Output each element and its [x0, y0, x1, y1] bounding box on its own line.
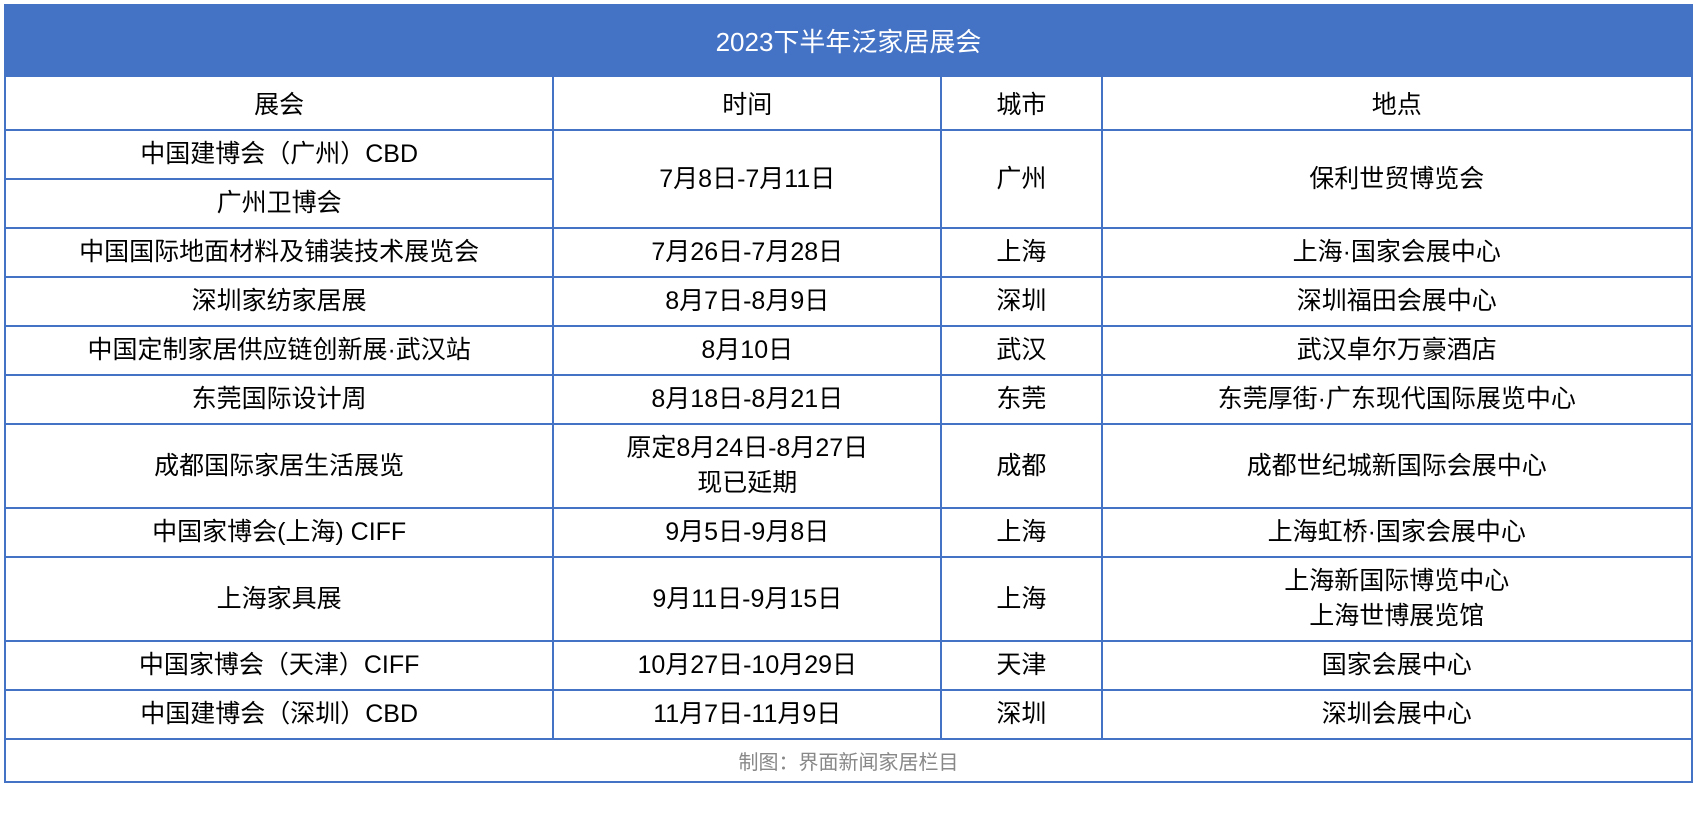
column-header-time: 时间 — [553, 76, 941, 130]
cell-city: 上海 — [941, 557, 1101, 641]
cell-city: 东莞 — [941, 375, 1101, 424]
cell-time: 10月27日-10月29日 — [553, 641, 941, 690]
cell-time: 7月8日-7月11日 — [553, 130, 941, 228]
cell-city: 上海 — [941, 228, 1101, 277]
cell-city: 上海 — [941, 508, 1101, 557]
cell-time: 原定8月24日-8月27日 现已延期 — [553, 424, 941, 508]
cell-exhibition: 中国家博会（天津）CIFF — [5, 641, 553, 690]
cell-location: 深圳会展中心 — [1102, 690, 1692, 739]
cell-time: 7月26日-7月28日 — [553, 228, 941, 277]
cell-exhibition: 中国定制家居供应链创新展·武汉站 — [5, 326, 553, 375]
table-header-row: 展会 时间 城市 地点 — [5, 76, 1692, 130]
table-row: 中国国际地面材料及铺装技术展览会 7月26日-7月28日 上海 上海·国家会展中… — [5, 228, 1692, 277]
cell-time: 9月11日-9月15日 — [553, 557, 941, 641]
cell-location: 上海新国际博览中心 上海世博展览馆 — [1102, 557, 1692, 641]
table-title: 2023下半年泛家居展会 — [5, 5, 1692, 76]
cell-location: 武汉卓尔万豪酒店 — [1102, 326, 1692, 375]
cell-location: 国家会展中心 — [1102, 641, 1692, 690]
cell-exhibition: 中国建博会（深圳）CBD — [5, 690, 553, 739]
table-row: 中国家博会(上海) CIFF 9月5日-9月8日 上海 上海虹桥·国家会展中心 — [5, 508, 1692, 557]
table-row: 中国建博会（深圳）CBD 11月7日-11月9日 深圳 深圳会展中心 — [5, 690, 1692, 739]
cell-location: 保利世贸博览会 — [1102, 130, 1692, 228]
cell-location: 深圳福田会展中心 — [1102, 277, 1692, 326]
cell-exhibition: 上海家具展 — [5, 557, 553, 641]
cell-location: 成都世纪城新国际会展中心 — [1102, 424, 1692, 508]
cell-city: 成都 — [941, 424, 1101, 508]
cell-city: 深圳 — [941, 277, 1101, 326]
cell-exhibition: 中国建博会（广州）CBD — [5, 130, 553, 179]
cell-exhibition: 东莞国际设计周 — [5, 375, 553, 424]
column-header-location: 地点 — [1102, 76, 1692, 130]
table-row: 中国建博会（广州）CBD 7月8日-7月11日 广州 保利世贸博览会 — [5, 130, 1692, 179]
cell-location: 上海·国家会展中心 — [1102, 228, 1692, 277]
cell-city: 广州 — [941, 130, 1101, 228]
cell-time: 8月7日-8月9日 — [553, 277, 941, 326]
cell-exhibition: 中国国际地面材料及铺装技术展览会 — [5, 228, 553, 277]
cell-city: 深圳 — [941, 690, 1101, 739]
table-row: 中国定制家居供应链创新展·武汉站 8月10日 武汉 武汉卓尔万豪酒店 — [5, 326, 1692, 375]
cell-city: 天津 — [941, 641, 1101, 690]
cell-time: 9月5日-9月8日 — [553, 508, 941, 557]
exhibition-table: 2023下半年泛家居展会 展会 时间 城市 地点 中国建博会（广州）CBD 7月… — [4, 4, 1693, 783]
table-row: 成都国际家居生活展览 原定8月24日-8月27日 现已延期 成都 成都世纪城新国… — [5, 424, 1692, 508]
cell-location: 上海虹桥·国家会展中心 — [1102, 508, 1692, 557]
cell-city: 武汉 — [941, 326, 1101, 375]
cell-time: 8月18日-8月21日 — [553, 375, 941, 424]
table-row: 东莞国际设计周 8月18日-8月21日 东莞 东莞厚街·广东现代国际展览中心 — [5, 375, 1692, 424]
table-row: 中国家博会（天津）CIFF 10月27日-10月29日 天津 国家会展中心 — [5, 641, 1692, 690]
table-footer: 制图：界面新闻家居栏目 — [5, 739, 1692, 782]
cell-time: 8月10日 — [553, 326, 941, 375]
table-row: 深圳家纺家居展 8月7日-8月9日 深圳 深圳福田会展中心 — [5, 277, 1692, 326]
cell-exhibition: 中国家博会(上海) CIFF — [5, 508, 553, 557]
table-footer-row: 制图：界面新闻家居栏目 — [5, 739, 1692, 782]
column-header-city: 城市 — [941, 76, 1101, 130]
column-header-exhibition: 展会 — [5, 76, 553, 130]
cell-exhibition: 深圳家纺家居展 — [5, 277, 553, 326]
table-row: 上海家具展 9月11日-9月15日 上海 上海新国际博览中心 上海世博展览馆 — [5, 557, 1692, 641]
cell-time: 11月7日-11月9日 — [553, 690, 941, 739]
cell-exhibition: 广州卫博会 — [5, 179, 553, 228]
cell-exhibition: 成都国际家居生活展览 — [5, 424, 553, 508]
exhibition-table-wrapper: 2023下半年泛家居展会 展会 时间 城市 地点 中国建博会（广州）CBD 7月… — [4, 4, 1693, 783]
cell-location: 东莞厚街·广东现代国际展览中心 — [1102, 375, 1692, 424]
table-title-row: 2023下半年泛家居展会 — [5, 5, 1692, 76]
